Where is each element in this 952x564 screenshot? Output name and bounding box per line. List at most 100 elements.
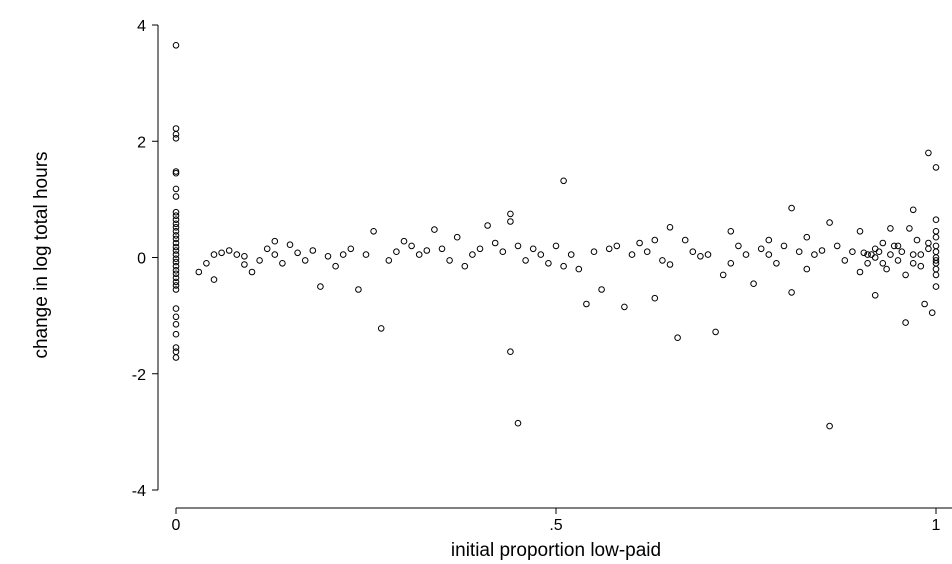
data-point: [818, 247, 826, 254]
data-point: [651, 294, 659, 302]
data-point: [932, 242, 940, 250]
data-point: [666, 224, 674, 231]
data-point: [795, 248, 803, 255]
data-point: [932, 228, 940, 235]
data-point: [666, 261, 674, 268]
data-point: [928, 309, 936, 317]
data-point: [712, 328, 719, 336]
data-point: [803, 233, 811, 241]
data-point: [415, 251, 423, 258]
data-point: [864, 260, 871, 267]
y-tick-label: 2: [137, 134, 146, 151]
data-point: [651, 236, 659, 244]
data-point: [172, 251, 180, 258]
data-point: [332, 262, 339, 270]
data-point: [301, 257, 309, 264]
x-tick-label: .5: [549, 517, 562, 534]
data-point: [514, 419, 522, 427]
data-point: [913, 236, 921, 244]
data-point: [241, 252, 248, 260]
data-point: [271, 237, 279, 245]
data-point: [621, 303, 628, 311]
x-tick-label: 0: [172, 517, 181, 534]
data-point: [628, 251, 636, 258]
data-point: [339, 251, 347, 258]
data-point: [172, 131, 180, 138]
y-tick-label: -2: [132, 367, 146, 384]
data-point: [172, 125, 180, 132]
data-point: [917, 262, 925, 270]
data-point: [393, 248, 400, 255]
data-point: [172, 239, 180, 247]
data-point: [286, 241, 294, 248]
axes: -4 -2 0 2 4 0 .5 1: [132, 18, 952, 534]
data-point: [932, 265, 940, 273]
data-point: [355, 286, 362, 293]
data-point: [233, 251, 241, 258]
data-point: [172, 224, 180, 231]
data-point: [172, 42, 180, 49]
data-point: [932, 257, 940, 264]
data-point: [172, 243, 180, 251]
data-point: [218, 249, 225, 257]
data-point: [841, 257, 849, 264]
data-point: [902, 319, 909, 326]
data-point: [909, 251, 917, 258]
data-point: [868, 251, 875, 258]
data-point: [871, 292, 879, 299]
data-point: [263, 245, 271, 253]
data-point: [172, 262, 180, 270]
data-point: [735, 242, 742, 250]
data-point: [507, 210, 514, 218]
data-point: [172, 278, 180, 286]
data-point: [172, 267, 180, 274]
data-point: [750, 280, 757, 288]
data-point: [887, 225, 894, 232]
data-point: [590, 248, 598, 255]
data-point: [529, 245, 537, 253]
data-point: [514, 242, 522, 250]
data-point: [172, 255, 180, 263]
x-tick-label: 1: [932, 517, 941, 534]
data-point: [636, 239, 643, 247]
data-point: [172, 220, 180, 228]
data-point: [871, 254, 879, 261]
data-point: [172, 286, 180, 293]
data-point: [883, 265, 890, 273]
data-point: [507, 218, 514, 225]
data-point: [362, 251, 370, 258]
data-point: [773, 260, 780, 267]
data-point: [879, 239, 887, 247]
data-point: [811, 251, 818, 258]
data-point: [469, 251, 476, 258]
data-point: [347, 245, 355, 253]
data-point: [932, 283, 940, 290]
data-point: [826, 219, 833, 226]
data-point: [446, 257, 453, 264]
data-point: [598, 286, 605, 293]
data-point: [833, 242, 841, 250]
data-point: [271, 251, 279, 258]
data-point: [172, 228, 180, 235]
data-point: [567, 251, 575, 258]
y-tick-label: 0: [137, 251, 146, 268]
data-point: [203, 260, 210, 267]
data-point: [906, 225, 913, 232]
y-tick-label: 4: [137, 18, 146, 35]
x-axis-title: initial proportion low-paid: [451, 540, 661, 561]
data-point: [932, 248, 940, 255]
data-point: [172, 348, 180, 356]
data-point: [309, 247, 317, 254]
data-point: [241, 261, 248, 268]
data-point: [377, 325, 385, 332]
data-point: [727, 260, 735, 267]
data-point: [408, 242, 415, 250]
data-point: [172, 344, 180, 351]
data-point: [279, 260, 286, 267]
data-point: [225, 247, 233, 254]
data-point: [879, 260, 887, 267]
data-point: [453, 233, 461, 241]
data-point: [172, 354, 180, 361]
data-point: [860, 249, 868, 257]
